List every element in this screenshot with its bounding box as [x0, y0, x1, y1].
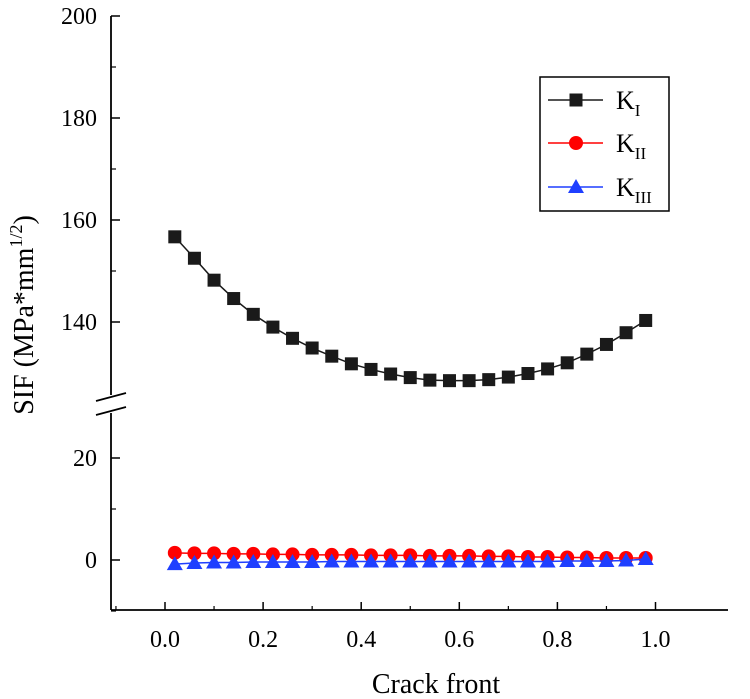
x-tick-label: 1.0: [641, 627, 671, 653]
data-point: [619, 326, 633, 340]
y-tick-label: 140: [61, 310, 97, 336]
data-point: [599, 337, 613, 351]
data-point: [304, 554, 321, 569]
x-axis-title: Crack front: [372, 669, 501, 699]
data-point: [206, 554, 223, 569]
data-point: [266, 320, 280, 334]
data-point: [207, 273, 221, 287]
data-point: [462, 374, 476, 388]
data-point: [519, 553, 536, 568]
data-point: [227, 292, 241, 306]
data-point: [225, 554, 242, 569]
x-tick-label: 0.0: [150, 627, 180, 653]
y-tick-label: 0: [85, 548, 97, 574]
y-axis-title-sup: 1/2: [6, 225, 26, 248]
legend-label-main: K: [616, 86, 635, 115]
data-point: [618, 552, 635, 567]
series-KIII: [166, 550, 654, 571]
data-point: [186, 555, 203, 570]
y-tick-label: 160: [61, 208, 97, 234]
y-tick-label: 200: [61, 4, 97, 30]
data-point: [226, 546, 241, 561]
x-tick-label: 0.4: [346, 627, 376, 653]
legend-marker: [568, 179, 584, 193]
data-point: [482, 373, 496, 387]
data-point: [325, 349, 339, 363]
data-point: [187, 251, 201, 265]
legend-label-sub: II: [635, 144, 647, 163]
data-point: [421, 553, 438, 568]
data-point: [521, 367, 535, 381]
y-tick-label: 180: [61, 106, 97, 132]
data-point: [245, 554, 262, 569]
legend-marker: [569, 93, 583, 107]
data-point: [167, 545, 182, 560]
data-point: [323, 553, 340, 568]
data-point: [286, 331, 300, 345]
data-point: [284, 554, 301, 569]
legend-label: KII: [616, 129, 646, 163]
data-point: [207, 546, 222, 561]
data-point: [168, 230, 182, 244]
data-point: [402, 553, 419, 568]
data-point: [246, 546, 261, 561]
axis-break-mark: [95, 406, 127, 416]
data-point: [500, 553, 517, 568]
data-point: [480, 553, 497, 568]
legend-label-main: K: [616, 173, 635, 202]
series-KI: [168, 230, 653, 388]
legend-label: KI: [616, 86, 641, 120]
data-point: [423, 373, 437, 387]
series-line: [174, 236, 647, 382]
data-point: [461, 553, 478, 568]
data-point: [541, 362, 555, 376]
data-point: [441, 553, 458, 568]
series-layer: [166, 230, 654, 571]
data-point: [344, 357, 358, 371]
data-point: [539, 553, 556, 568]
x-tick-label: 0.6: [444, 627, 474, 653]
data-point: [559, 553, 576, 568]
data-point: [403, 371, 417, 385]
data-point: [384, 367, 398, 381]
data-point: [343, 553, 360, 568]
x-tick-label: 0.8: [542, 627, 572, 653]
data-point: [363, 553, 380, 568]
data-point: [560, 356, 574, 370]
legend-label-sub: I: [635, 101, 641, 120]
data-point: [598, 553, 615, 568]
y-axis-title-close: ): [9, 215, 40, 224]
data-point: [264, 554, 281, 569]
data-point: [305, 341, 319, 355]
data-point: [501, 370, 515, 384]
data-point: [580, 347, 594, 361]
data-point: [637, 550, 654, 565]
data-point: [187, 546, 202, 561]
legend-label: KIII: [616, 173, 652, 207]
x-tick-label: 0.2: [248, 627, 278, 653]
axis-break-mark: [95, 392, 127, 402]
data-point: [442, 374, 456, 388]
y-axis-title: SIF (MPa*mm1/2): [6, 215, 40, 415]
data-point: [639, 313, 653, 327]
data-point: [246, 307, 260, 321]
data-point: [578, 553, 595, 568]
data-point: [166, 556, 183, 571]
data-point: [364, 362, 378, 376]
data-point: [382, 553, 399, 568]
legend-label-main: K: [616, 129, 635, 158]
legend-label-sub: III: [635, 188, 652, 207]
ticks: 0.0 0.2 0.4 0.6 0.8 1.0 140 160 180 200 0 20: [61, 4, 671, 653]
y-tick-label: 20: [73, 446, 97, 472]
legend-marker: [569, 136, 583, 150]
y-axis-title-main: SIF (MPa*mm: [9, 247, 40, 414]
